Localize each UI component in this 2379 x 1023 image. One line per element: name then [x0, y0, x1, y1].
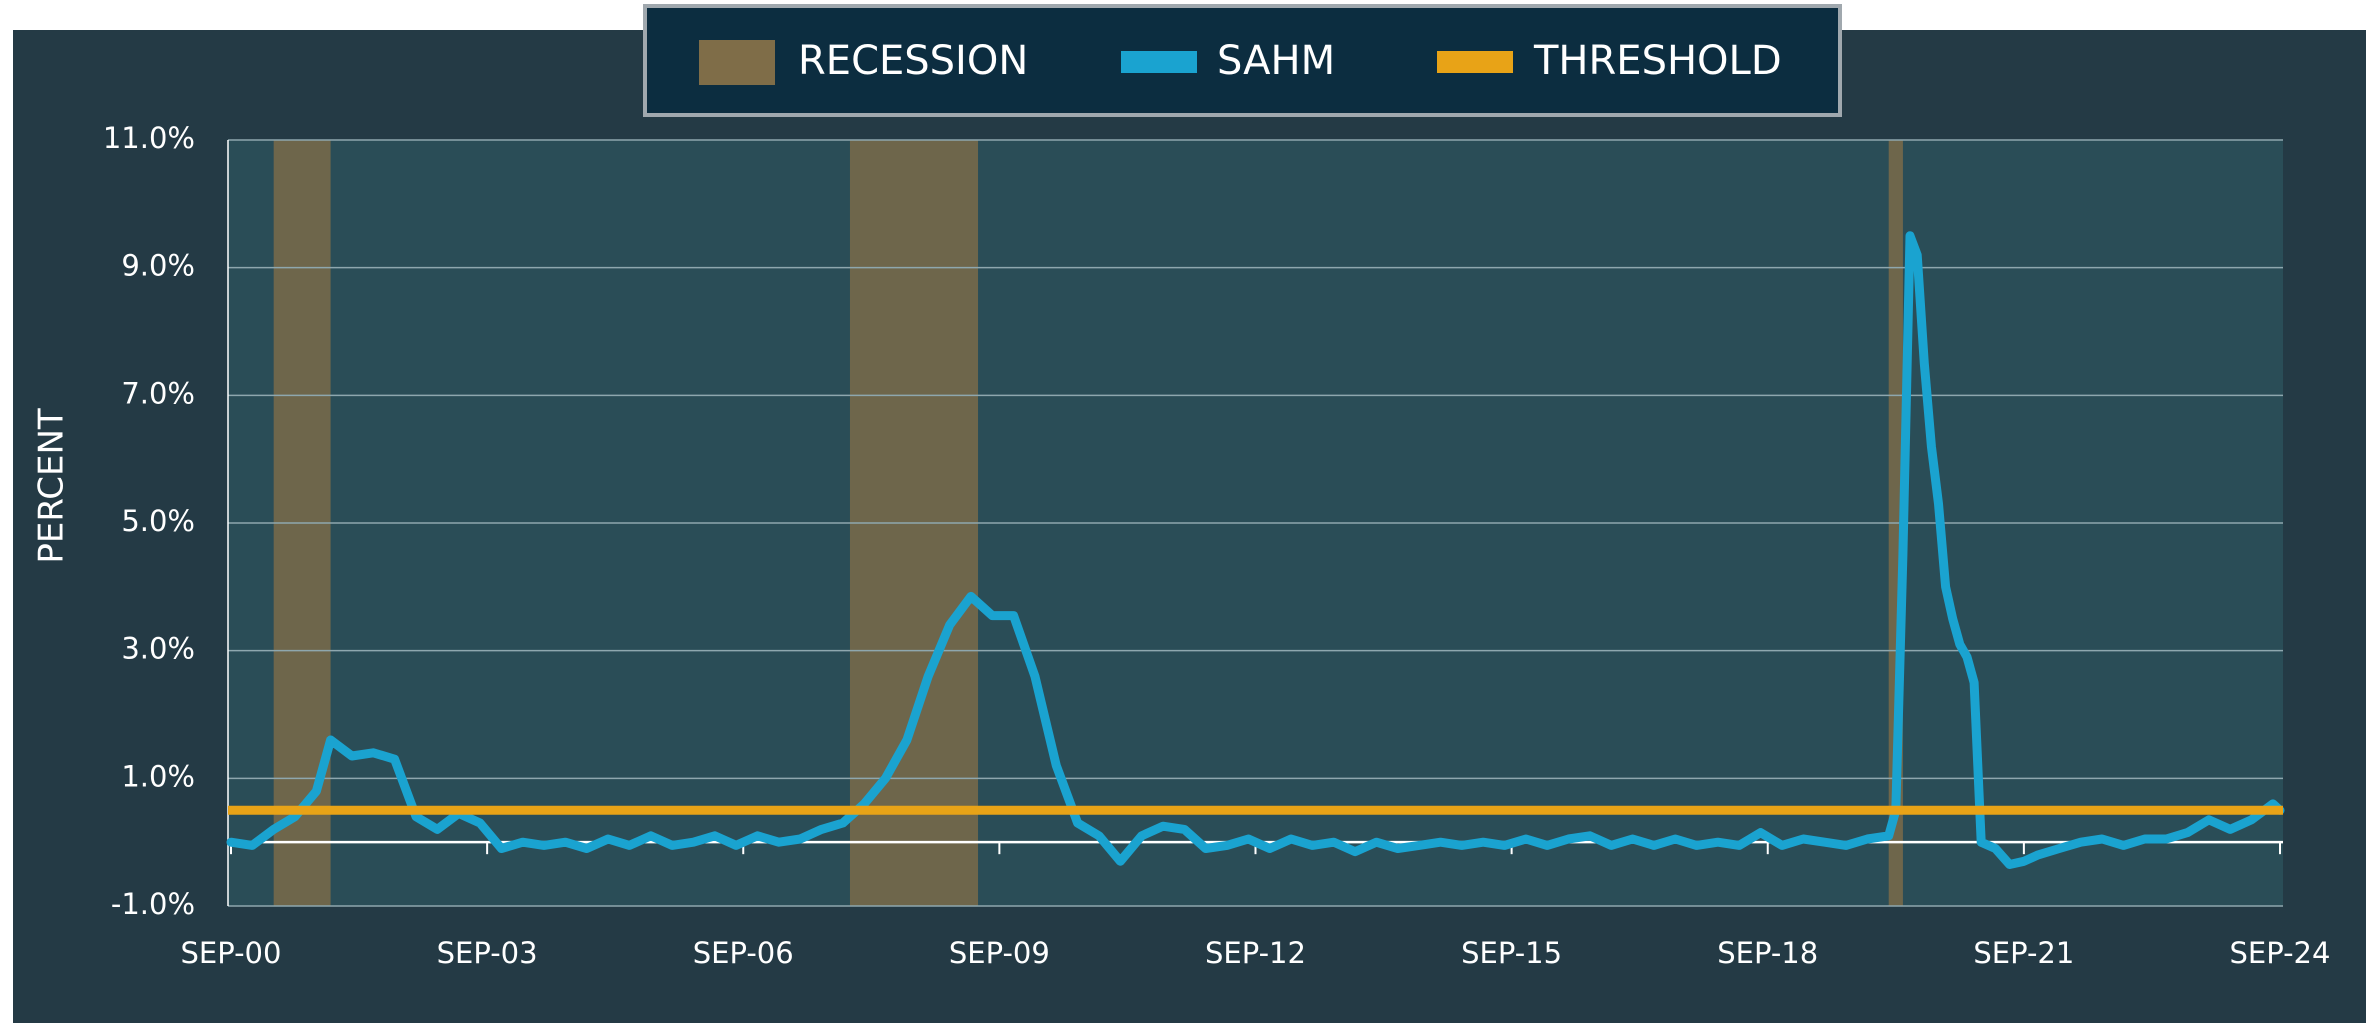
legend-swatch: [699, 40, 775, 85]
legend-swatch: [1121, 51, 1197, 73]
y-tick-label: 9.0%: [121, 249, 195, 283]
y-tick-label: 11.0%: [103, 121, 195, 155]
x-tick-label: SEP-21: [1973, 936, 2074, 970]
y-tick-label: 5.0%: [121, 504, 195, 538]
y-tick-label: -1.0%: [111, 887, 195, 921]
x-tick-label: SEP-09: [949, 936, 1050, 970]
legend-label: RECESSION: [798, 38, 1028, 84]
legend-label: THRESHOLD: [1533, 38, 1782, 84]
sahm-line: [226, 231, 2285, 869]
y-tick-label: 7.0%: [121, 376, 195, 410]
legend-label: SAHM: [1217, 38, 1335, 84]
x-tick-label: SEP-06: [693, 936, 794, 970]
y-tick-label: 1.0%: [121, 759, 195, 793]
x-tick-label: SEP-24: [2230, 936, 2331, 970]
y-tick-label: 3.0%: [121, 632, 195, 666]
y-axis-label: PERCENT: [32, 408, 72, 564]
x-tick-label: SEP-15: [1461, 936, 1562, 970]
x-tick-label: SEP-18: [1717, 936, 1818, 970]
legend: [643, 4, 1842, 117]
x-tick-label: SEP-03: [437, 936, 538, 970]
x-tick-label: SEP-00: [181, 936, 282, 970]
legend-swatch: [1437, 51, 1513, 73]
x-tick-label: SEP-12: [1205, 936, 1306, 970]
